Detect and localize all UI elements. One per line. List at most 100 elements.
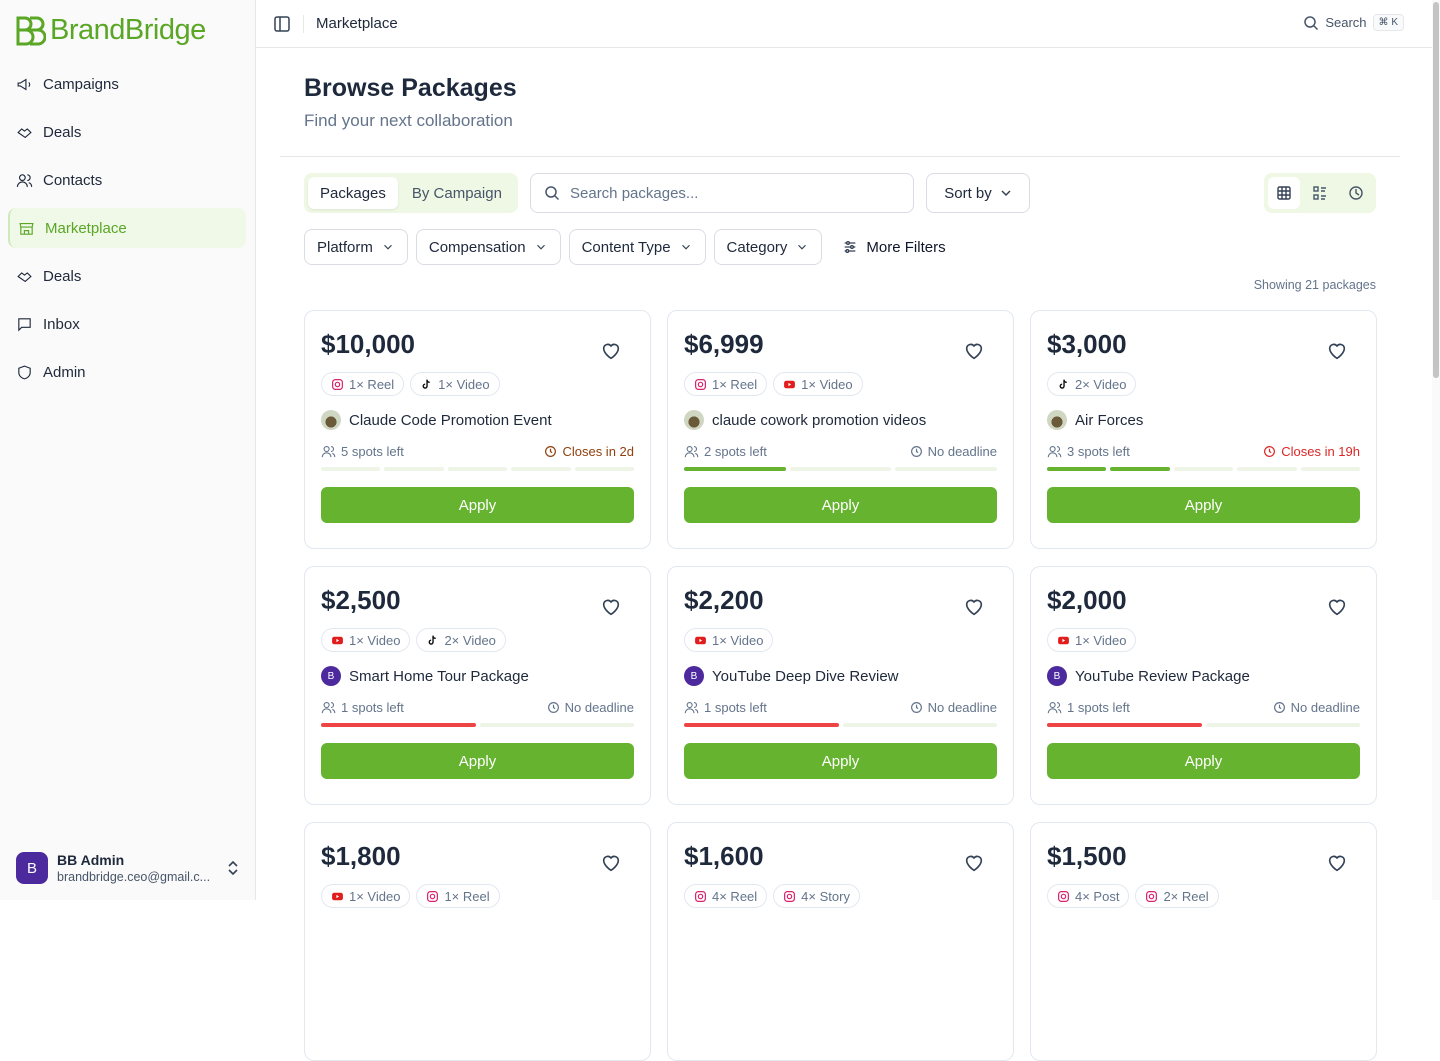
- scrollbar[interactable]: [1432, 0, 1440, 900]
- favorite[interactable]: [1326, 852, 1348, 879]
- icon: [965, 599, 983, 616]
- icon: [545, 446, 557, 457]
- spots: 1 spots left: [321, 700, 404, 715]
- list-view[interactable]: [1304, 177, 1336, 209]
- package-card[interactable]: $2,200 1× Video B YouTube Deep Dive Review 1…: [667, 566, 1014, 805]
- nav-item[interactable]: Deals: [8, 256, 246, 296]
- icon: [16, 173, 33, 187]
- tag: 1× Reel: [416, 884, 500, 908]
- deadline-label: Closes in 19h: [1281, 444, 1360, 459]
- package-card[interactable]: $1,500 4× Post 2× Reel: [1030, 822, 1377, 1061]
- deadline: Closes in 19h: [1263, 444, 1360, 459]
- nav-item[interactable]: Deals: [8, 112, 246, 152]
- deadline: No deadline: [910, 444, 997, 459]
- tab[interactable]: Packages: [308, 177, 398, 209]
- history-view[interactable]: [1340, 177, 1372, 209]
- package-name: YouTube Deep Dive Review: [712, 667, 899, 685]
- chevrons: [228, 860, 238, 876]
- filter-button[interactable]: Compensation: [415, 229, 561, 265]
- deadline-label: Closes in 2d: [562, 444, 634, 459]
- spots: 1 spots left: [684, 700, 767, 715]
- progress-segment: [1300, 467, 1361, 471]
- icon: [1328, 599, 1346, 616]
- tag: 2× Reel: [1135, 884, 1219, 908]
- grid-view[interactable]: [1268, 177, 1300, 209]
- package-card[interactable]: $1,800 1× Video 1× Reel: [304, 822, 651, 1061]
- apply-button[interactable]: Apply: [1047, 743, 1360, 779]
- user-menu[interactable]: B BB Admin brandbridge.ceo@gmail.c...: [16, 852, 240, 884]
- tag: 1× Video: [684, 628, 774, 652]
- view-toggle: [1264, 173, 1376, 213]
- user-avatar: B: [16, 852, 48, 884]
- progress-segment: [895, 467, 998, 471]
- progress-segment: [842, 723, 997, 727]
- divider: [280, 156, 1400, 157]
- chevron: [1001, 190, 1011, 197]
- creator-avatar: [321, 410, 341, 430]
- apply-button[interactable]: Apply: [684, 487, 997, 523]
- chevron: [383, 244, 392, 250]
- nav-item[interactable]: Campaigns: [8, 64, 246, 104]
- package-card[interactable]: $2,000 1× Video B YouTube Review Package 1 s…: [1030, 566, 1377, 805]
- progress-segment: [1205, 723, 1360, 727]
- nav-item[interactable]: Admin: [8, 352, 246, 392]
- filter-button[interactable]: Content Type: [568, 229, 706, 265]
- favorite[interactable]: [1326, 596, 1348, 623]
- nav-item[interactable]: Inbox: [8, 304, 246, 344]
- tag: 1× Video: [773, 372, 863, 396]
- platform-icon: [429, 635, 437, 645]
- apply-button[interactable]: Apply: [1047, 487, 1360, 523]
- package-card[interactable]: $10,000 1× Reel 1× Video Claude Code Promot…: [304, 310, 651, 549]
- favorite[interactable]: [963, 596, 985, 623]
- icon: [1264, 446, 1276, 457]
- tag: 4× Post: [1047, 884, 1130, 908]
- filter-label: Content Type: [581, 238, 671, 256]
- nav-item[interactable]: Contacts: [8, 160, 246, 200]
- page-subtitle: Find your next collaboration: [304, 111, 513, 130]
- platform-icon: [695, 636, 706, 644]
- package-name: YouTube Review Package: [1075, 667, 1250, 685]
- favorite[interactable]: [600, 852, 622, 879]
- icon: [17, 127, 32, 138]
- icon: [321, 445, 336, 458]
- filter-button[interactable]: Category: [713, 229, 823, 265]
- creator: B Smart Home Tour Package: [321, 666, 634, 686]
- sort-label: Sort by: [944, 184, 992, 202]
- meta: 2 spots left No deadline: [684, 444, 997, 459]
- icon: [602, 343, 620, 360]
- price: $10,000: [321, 329, 415, 359]
- progress-segment: [1047, 467, 1107, 471]
- tags: 1× Video: [684, 628, 997, 652]
- tag: 1× Reel: [684, 372, 768, 396]
- package-card[interactable]: $2,500 1× Video 2× Video B Smart Home Tour P…: [304, 566, 651, 805]
- creator: B YouTube Review Package: [1047, 666, 1360, 686]
- favorite[interactable]: [600, 596, 622, 623]
- package-card[interactable]: $6,999 1× Reel 1× Video claude cowork promo…: [667, 310, 1014, 549]
- tab[interactable]: By Campaign: [411, 184, 502, 202]
- nav-item[interactable]: Marketplace: [8, 208, 246, 248]
- package-name: claude cowork promotion videos: [712, 411, 927, 429]
- favorite[interactable]: [600, 340, 622, 367]
- package-search[interactable]: Search packages...: [530, 173, 914, 213]
- package-card[interactable]: $1,600 4× Reel 4× Story: [667, 822, 1014, 1061]
- tag: 1× Video: [1047, 628, 1137, 652]
- apply-button[interactable]: Apply: [321, 487, 634, 523]
- apply-button[interactable]: Apply: [321, 743, 634, 779]
- favorite[interactable]: [963, 852, 985, 879]
- tag-label: 1× Reel: [349, 376, 395, 392]
- scroll-thumb[interactable]: [1433, 2, 1439, 378]
- package-card[interactable]: $3,000 2× Video Air Forces 3 spots left Clos…: [1030, 310, 1377, 549]
- favorite[interactable]: [1326, 340, 1348, 367]
- creator: Claude Code Promotion Event: [321, 410, 634, 430]
- global-search[interactable]: Search ⌘ K: [1303, 14, 1404, 31]
- filters: Platform Compensation Content Type Category…: [304, 229, 958, 265]
- deadline: No deadline: [1273, 700, 1360, 715]
- more-filters[interactable]: More Filters: [830, 229, 957, 265]
- icon: [684, 701, 699, 714]
- favorite[interactable]: [963, 340, 985, 367]
- apply-button[interactable]: Apply: [684, 743, 997, 779]
- sort-button[interactable]: Sort by: [926, 173, 1030, 213]
- sidebar-toggle[interactable]: [273, 15, 291, 33]
- logo[interactable]: BrandBridge: [16, 14, 206, 47]
- filter-button[interactable]: Platform: [304, 229, 408, 265]
